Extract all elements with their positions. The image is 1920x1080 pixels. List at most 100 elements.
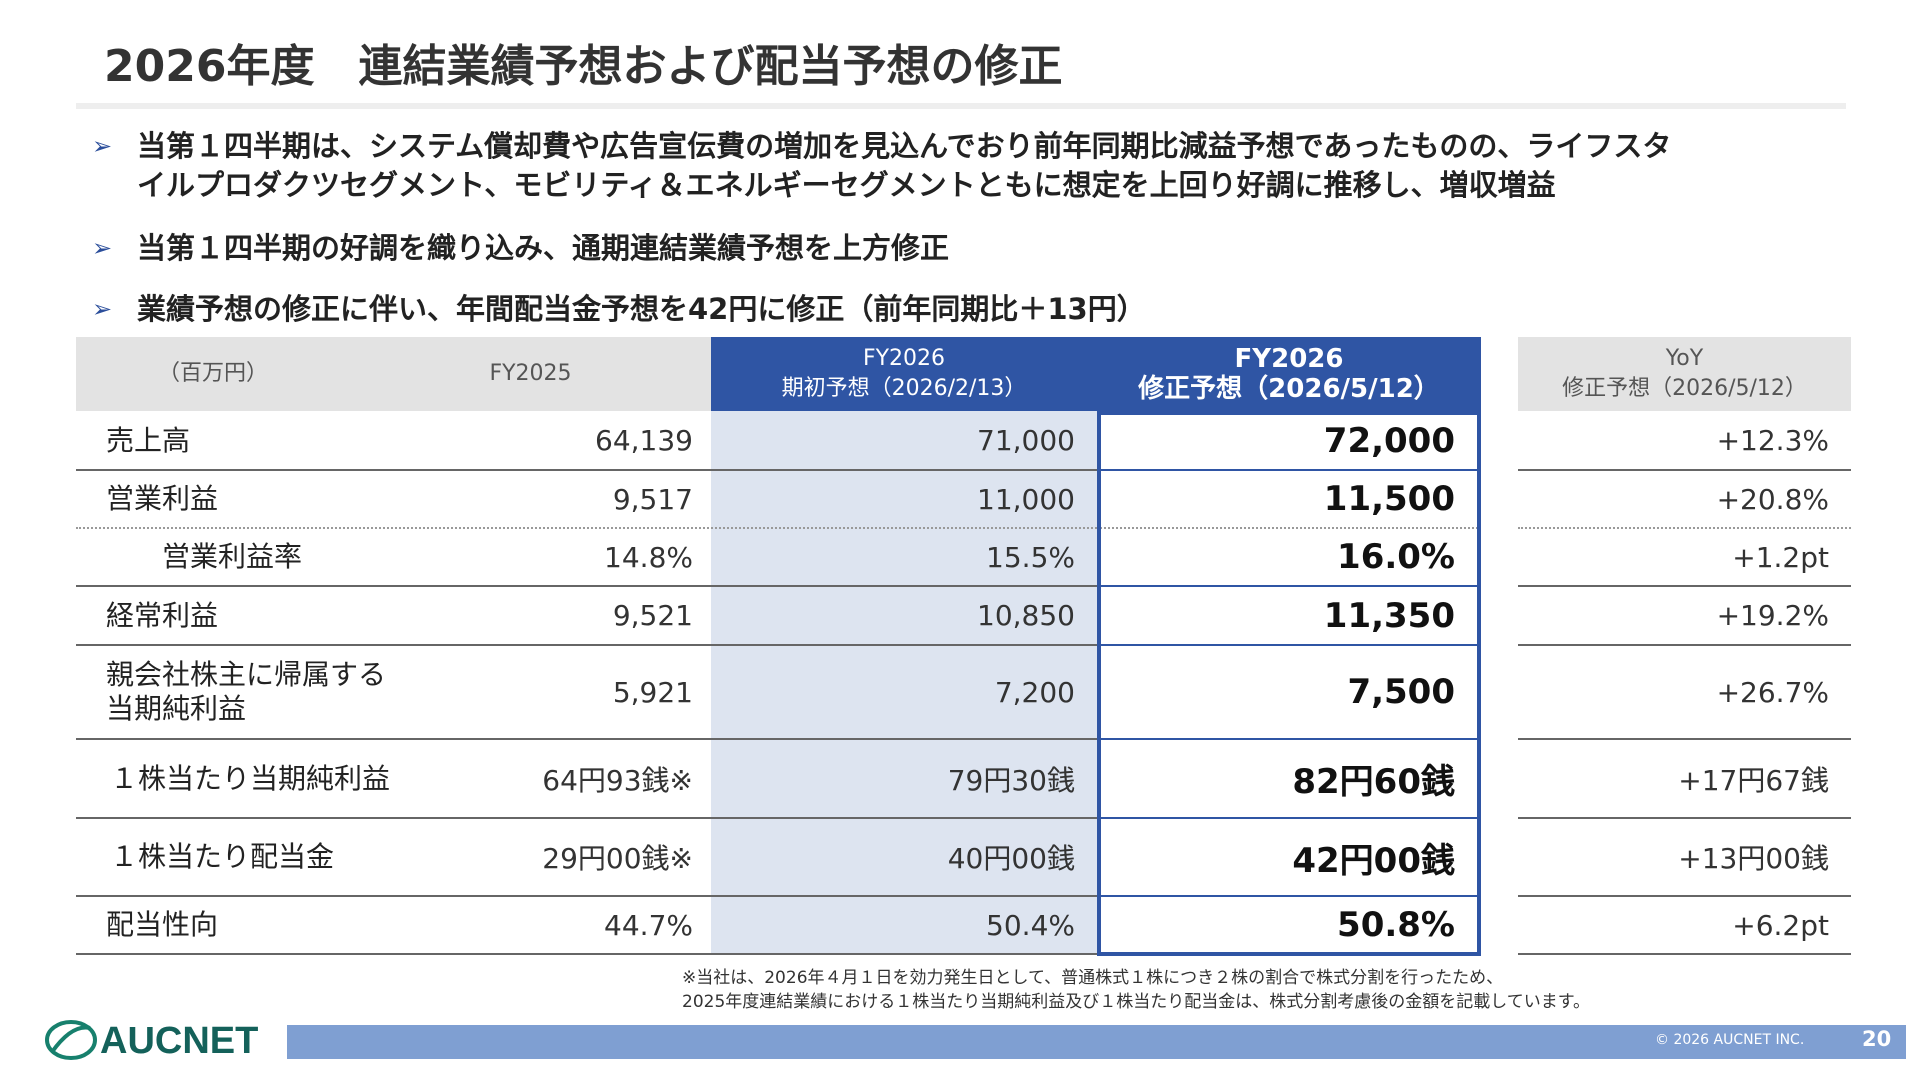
header-text: （百万円） (157, 361, 268, 386)
table-cell: 71,000 (977, 424, 1075, 457)
row-label: 親会社株主に帰属する 当期純利益 (106, 645, 386, 739)
header-cell: FY2026 修正予想（2026/5/12） (1097, 337, 1481, 411)
title: 2026年度 連結業績予想および配当予想の修正 (104, 41, 1063, 92)
bullet: ➢ 当第１四半期の好調を織り込み、通期連結業績予想を上方修正 (92, 229, 949, 268)
logo-mark (45, 1020, 97, 1060)
table-cell: +12.3% (1716, 424, 1829, 457)
table-cell: 10,850 (977, 599, 1075, 632)
row-border (1097, 644, 1481, 646)
row-border (76, 469, 1097, 471)
header-cell: （百万円） (76, 337, 350, 411)
logo: AUCNET (45, 1020, 258, 1062)
row-label: 営業利益 (106, 470, 218, 528)
row-border (1097, 585, 1481, 587)
highlight-frame (1097, 411, 1481, 956)
row-label: １株当たり当期純利益 (110, 739, 390, 818)
header-text: FY2025 (489, 361, 572, 386)
bullet: ➢ 業績予想の修正に伴い、年間配当金予想を42円に修正（前年同期比＋13円） (92, 290, 1146, 329)
row-border (1518, 644, 1851, 646)
footnote-line: ※当社は、2026年４月１日を効力発生日として、普通株式１株につき２株の割合で株… (682, 968, 1504, 988)
row-border (76, 585, 1097, 587)
page-number: 20 (1862, 1027, 1892, 1051)
row-label-text: 配当性向 (106, 908, 219, 941)
table-cell: 11,500 (1323, 479, 1455, 519)
bullet-text: 当第１四半期は、システム償却費や広告宣伝費の増加を見込んでおり前年同期比減益予想… (137, 129, 1672, 163)
header-cell: FY2025 (350, 337, 711, 411)
table-cell: 9,521 (612, 599, 693, 632)
row-label-text: 当期純利益 (106, 692, 247, 725)
row-label-text: 営業利益率 (162, 540, 303, 573)
row-border (1518, 469, 1851, 471)
row-label: １株当たり配当金 (110, 818, 334, 896)
title-rule (76, 103, 1846, 109)
table-cell: 11,000 (977, 482, 1075, 516)
row-border (1518, 738, 1851, 740)
row-border (76, 953, 1097, 955)
table-cell: +1.2pt (1732, 540, 1829, 574)
row-label-text: 営業利益 (106, 482, 219, 515)
bullet-text: 業績予想の修正に伴い、年間配当金予想を42円に修正（前年同期比＋13円） (137, 292, 1146, 326)
logo-text: AUCNET (100, 1020, 258, 1062)
row-border (76, 527, 1097, 529)
row-border (1518, 953, 1851, 955)
table-cell: +20.8% (1716, 482, 1829, 516)
row-label-text: 経常利益 (106, 598, 219, 632)
header-text: 修正予想（2026/5/12） (1138, 374, 1440, 404)
header-cell: FY2026 期初予想（2026/2/13） (711, 337, 1097, 411)
row-label: 売上高 (106, 411, 190, 470)
table-cell: 82円60銭 (1292, 762, 1455, 802)
header-text: 修正予想（2026/5/12） (1562, 376, 1807, 401)
row-label-text: １株当たり当期純利益 (110, 761, 391, 795)
row-border (1518, 527, 1851, 529)
row-border (1097, 738, 1481, 740)
row-label: 配当性向 (106, 896, 218, 954)
table-cell: 40円00銭 (947, 842, 1075, 875)
footnote-line: 2025年度連結業績における１株当たり当期純利益及び１株当たり配当金は、株式分割… (682, 992, 1591, 1012)
row-border (1097, 895, 1481, 897)
bullet: ➢ 当第１四半期は、システム償却費や広告宣伝費の増加を見込んでおり前年同期比減益予… (92, 127, 1671, 205)
table-cell: 50.4% (986, 908, 1075, 942)
table-cell: 44.7% (604, 908, 693, 942)
row-border (1518, 817, 1851, 819)
row-label-text: 売上高 (106, 423, 191, 457)
col-bg (711, 411, 1097, 954)
table-cell: +6.2pt (1732, 908, 1829, 942)
row-border (76, 738, 1097, 740)
header-text: FY2026 (862, 346, 946, 371)
row-border (1097, 527, 1481, 529)
table-cell: +13円00銭 (1678, 842, 1829, 875)
table-cell: 15.5% (986, 540, 1075, 574)
table-cell: 50.8% (1337, 905, 1455, 945)
row-label-text: 親会社株主に帰属する (106, 658, 387, 691)
bullet-arrow: ➢ (92, 234, 113, 262)
bullet-text: イルプロダクツセグメント、モビリティ＆エネルギーセグメントともに想定を上回り好調… (137, 168, 1556, 202)
table-cell: 79円30銭 (947, 763, 1075, 797)
bullet-text: 当第１四半期の好調を織り込み、通期連結業績予想を上方修正 (137, 231, 950, 265)
header-cell: YoY 修正予想（2026/5/12） (1518, 337, 1851, 411)
header-text: YoY (1665, 346, 1704, 371)
table-cell: +26.7% (1716, 675, 1829, 709)
table-cell: 11,350 (1323, 595, 1455, 636)
table-cell: 14.8% (604, 540, 693, 574)
bullet-arrow: ➢ (92, 132, 113, 160)
row-border (1518, 895, 1851, 897)
header-text: FY2026 (1234, 344, 1344, 374)
table-cell: 7,500 (1347, 672, 1455, 712)
row-label: 経常利益 (106, 586, 218, 645)
table-cell: 64円93銭※ (542, 763, 693, 797)
table-cell: +17円67銭 (1678, 763, 1829, 797)
row-label: 営業利益率 (162, 528, 302, 586)
row-label-text: １株当たり配当金 (110, 840, 335, 873)
table-cell: 7,200 (994, 675, 1075, 709)
row-border (76, 644, 1097, 646)
copyright: © 2026 AUCNET INC. (1655, 1032, 1805, 1048)
footnote: ※当社は、2026年４月１日を効力発生日として、普通株式１株につき２株の割合で株… (682, 966, 1590, 1014)
table-cell: 64,139 (595, 424, 693, 457)
row-border (76, 817, 1097, 819)
row-border (1518, 585, 1851, 587)
logo-mark (50, 1025, 91, 1054)
header-text: 期初予想（2026/2/13） (781, 376, 1027, 401)
footer-bar: © 2026 AUCNET INC. 20 (287, 1025, 1906, 1059)
table-cell: 29円00銭※ (542, 842, 693, 875)
